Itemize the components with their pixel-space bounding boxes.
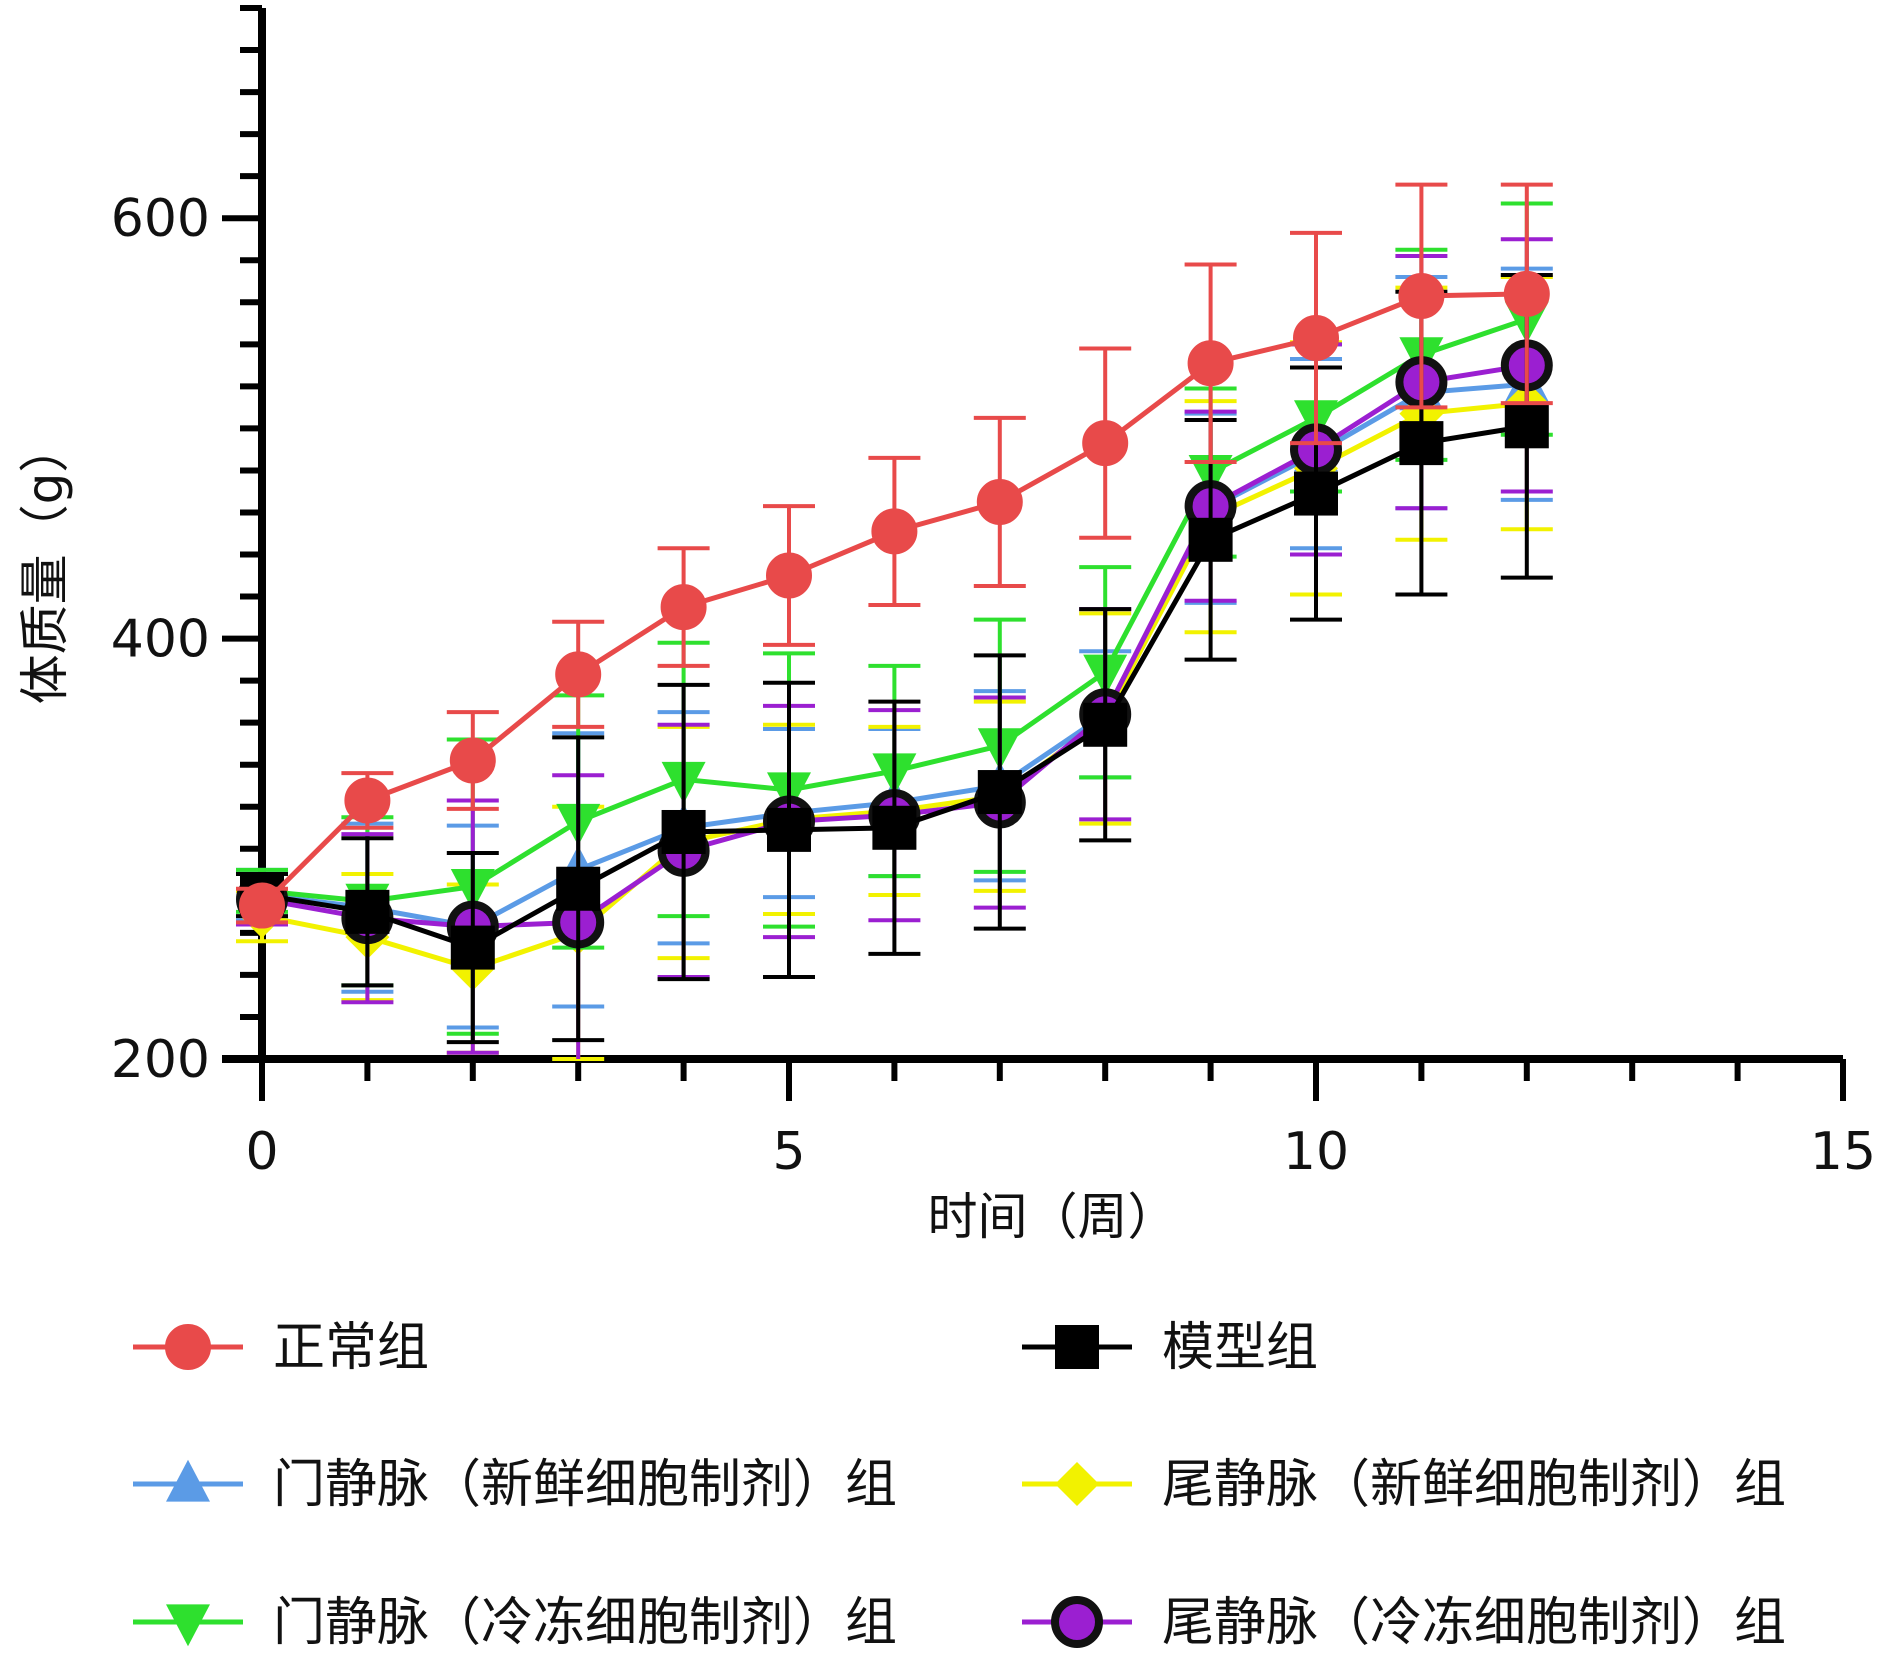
legend-swatch-marker <box>166 1604 210 1647</box>
data-point <box>1293 315 1339 362</box>
data-point <box>661 809 706 854</box>
data-point <box>1503 270 1550 317</box>
data-point <box>767 807 811 852</box>
data-point <box>556 866 601 911</box>
legend-item: 尾静脉（新鲜细胞制剂）组 <box>1022 1455 1786 1515</box>
data-point <box>1504 404 1549 449</box>
y-tick-label: 400 <box>111 610 210 670</box>
data-point <box>1398 272 1445 319</box>
data-point <box>977 770 1022 815</box>
legend-swatch-marker <box>1055 1325 1099 1369</box>
legend-label: 模型组 <box>1162 1318 1318 1378</box>
data-point <box>766 552 812 599</box>
data-point <box>450 925 495 970</box>
data-point <box>1294 471 1338 516</box>
legend-item: 门静脉（新鲜细胞制剂）组 <box>133 1455 897 1515</box>
x-tick-label: 15 <box>1810 1122 1876 1182</box>
series-group <box>236 182 1553 929</box>
legend-item: 尾静脉（冷冻细胞制剂）组 <box>1022 1593 1786 1653</box>
data-point <box>1188 517 1233 562</box>
data-point <box>1083 702 1128 747</box>
data-point <box>872 805 917 850</box>
y-axis-title: 体质量（g） <box>16 423 74 705</box>
y-tick-label: 600 <box>111 189 210 249</box>
data-point <box>660 584 707 631</box>
legend-item: 正常组 <box>133 1318 429 1378</box>
data-point <box>1187 340 1234 387</box>
legend-label: 门静脉（新鲜细胞制剂）组 <box>273 1455 897 1515</box>
data-point <box>344 777 391 824</box>
series-group <box>236 272 1553 1045</box>
legend-swatch-marker <box>1051 1596 1103 1648</box>
data-point <box>976 478 1023 525</box>
legend-item: 模型组 <box>1022 1318 1318 1378</box>
legend-label: 尾静脉（冷冻细胞制剂）组 <box>1162 1593 1786 1653</box>
legend-swatch-marker <box>1055 1462 1099 1506</box>
x-tick-label: 10 <box>1283 1122 1349 1182</box>
x-tick-label: 0 <box>245 1122 278 1182</box>
data-point <box>1399 421 1444 466</box>
y-tick-label: 200 <box>111 1030 210 1090</box>
data-point <box>871 508 918 555</box>
x-axis-title: 时间（周） <box>928 1188 1178 1246</box>
legend-label: 尾静脉（新鲜细胞制剂）组 <box>1162 1455 1786 1515</box>
legend-swatch-marker <box>166 1459 210 1502</box>
data-point <box>345 889 390 934</box>
data-point <box>449 737 496 784</box>
legend-label: 门静脉（冷冻细胞制剂）组 <box>273 1593 897 1653</box>
legend-swatch-marker <box>165 1324 211 1370</box>
x-tick-label: 5 <box>772 1122 805 1182</box>
data-point <box>1082 420 1129 467</box>
data-point <box>239 882 285 929</box>
legend-label: 正常组 <box>273 1318 429 1378</box>
data-point <box>555 651 602 698</box>
legend-item: 门静脉（冷冻细胞制剂）组 <box>133 1593 897 1653</box>
